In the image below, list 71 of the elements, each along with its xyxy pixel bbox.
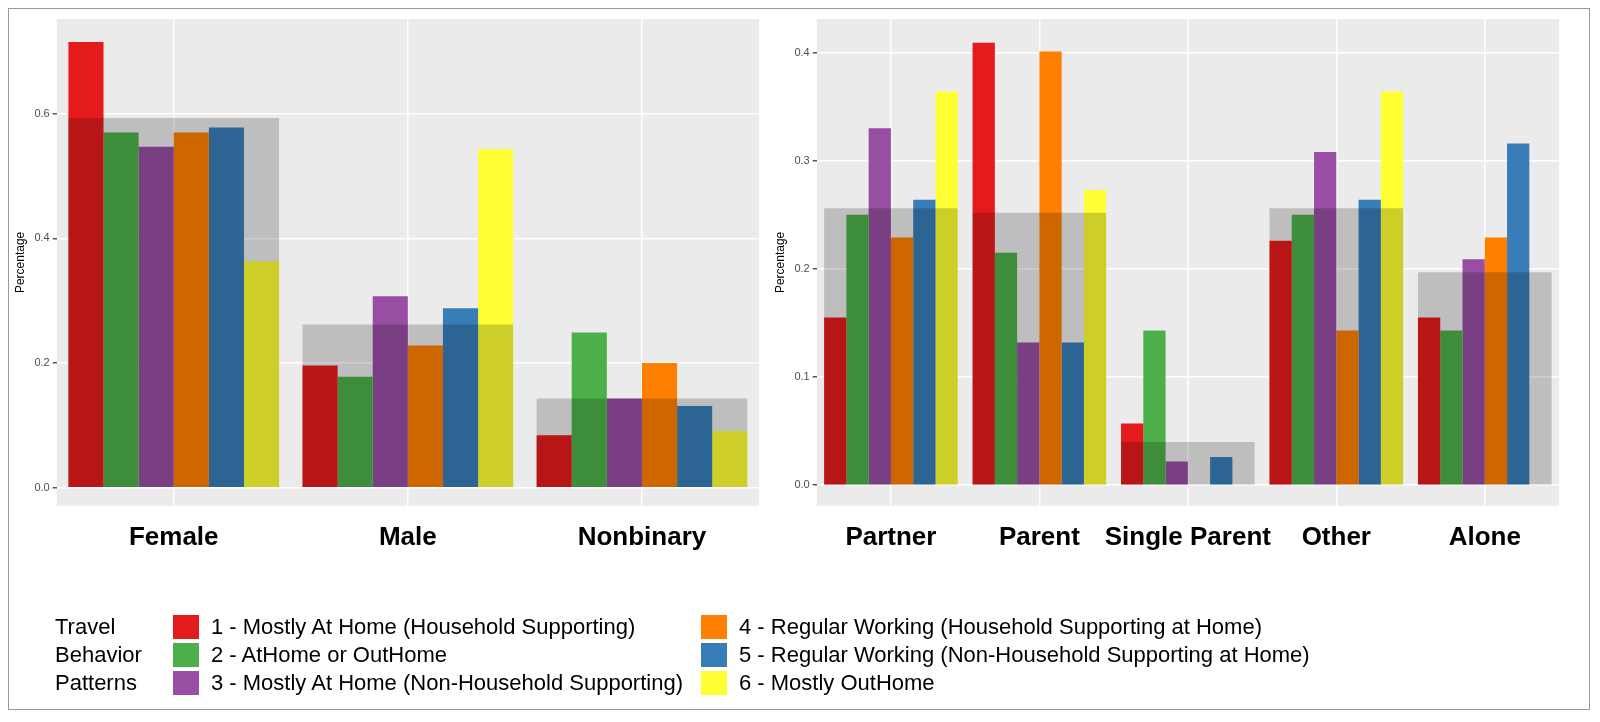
bar (138, 146, 174, 487)
bar (935, 91, 958, 485)
bar (1121, 423, 1144, 485)
bar (372, 296, 408, 487)
y-tick-label: 0.0 (794, 478, 810, 491)
bar (337, 376, 373, 487)
bar (913, 199, 936, 485)
bar (824, 317, 847, 485)
bar (1417, 317, 1441, 485)
bar (173, 132, 209, 487)
bar (1210, 457, 1233, 485)
bar (1061, 342, 1084, 485)
bar (571, 332, 607, 487)
bar (677, 406, 713, 487)
bar (1291, 214, 1315, 485)
y-tick-label: 0.6 (34, 106, 50, 119)
bar (68, 42, 104, 487)
y-axis-title: Percentage (12, 231, 27, 294)
bar (407, 345, 443, 487)
legend-label: 6 - Mostly OutHome (739, 670, 935, 696)
y-tick-label: 0.3 (794, 153, 810, 166)
x-tick-label: Other (1301, 520, 1371, 551)
x-tick-label: Partner (845, 520, 937, 551)
legend-label: 1 - Mostly At Home (Household Supporting) (211, 614, 636, 640)
y-tick-label: 0.2 (34, 356, 50, 369)
bar (1165, 461, 1188, 485)
bar (641, 363, 678, 487)
x-tick-label: Male (378, 520, 437, 551)
y-tick-label: 0.4 (34, 231, 50, 244)
bar (442, 308, 479, 487)
bar (1380, 91, 1404, 485)
bar (712, 431, 748, 487)
bar (1484, 237, 1508, 485)
bar (1462, 259, 1485, 485)
bar (1358, 199, 1381, 485)
y-tick-label: 0.4 (794, 45, 810, 58)
legend-label: 3 - Mostly At Home (Non-Household Supporting) (211, 670, 683, 696)
legend-title: Travel Behavior Patterns (55, 613, 143, 697)
bar (536, 435, 572, 487)
bar (1336, 330, 1359, 485)
legend-label: 5 - Regular Working (Non-Household Supporting at Home) (739, 642, 1310, 668)
legend-label: 2 - AtHome or OutHome (211, 642, 447, 668)
bar (1440, 330, 1463, 485)
bar (1017, 342, 1040, 485)
bar (208, 127, 244, 487)
bar (478, 149, 514, 487)
bar (1269, 240, 1292, 485)
bar (890, 237, 914, 485)
bar (1507, 143, 1530, 485)
bar (1143, 330, 1166, 485)
bar (972, 42, 995, 485)
bar (103, 132, 139, 487)
x-tick-label: Single Parent (1104, 520, 1272, 551)
y-tick-label: 0.2 (794, 261, 810, 274)
x-tick-label: Nonbinary (577, 520, 707, 551)
bar (1083, 189, 1107, 485)
x-tick-label: Female (128, 520, 219, 551)
legend-label: 4 - Regular Working (Household Supporting at Home) (739, 614, 1262, 640)
bar (1039, 51, 1062, 485)
y-tick-label: 0.1 (794, 370, 810, 383)
bar (1314, 152, 1337, 485)
x-tick-label: Parent (998, 520, 1081, 551)
bar (846, 214, 869, 485)
bar (243, 261, 280, 487)
bar (994, 252, 1018, 485)
bar (606, 398, 642, 487)
bar (302, 365, 338, 487)
bar (868, 128, 891, 485)
y-tick-label: 0.0 (34, 480, 50, 493)
x-tick-label: Alone (1448, 520, 1521, 551)
y-axis-title: Percentage (772, 231, 787, 294)
